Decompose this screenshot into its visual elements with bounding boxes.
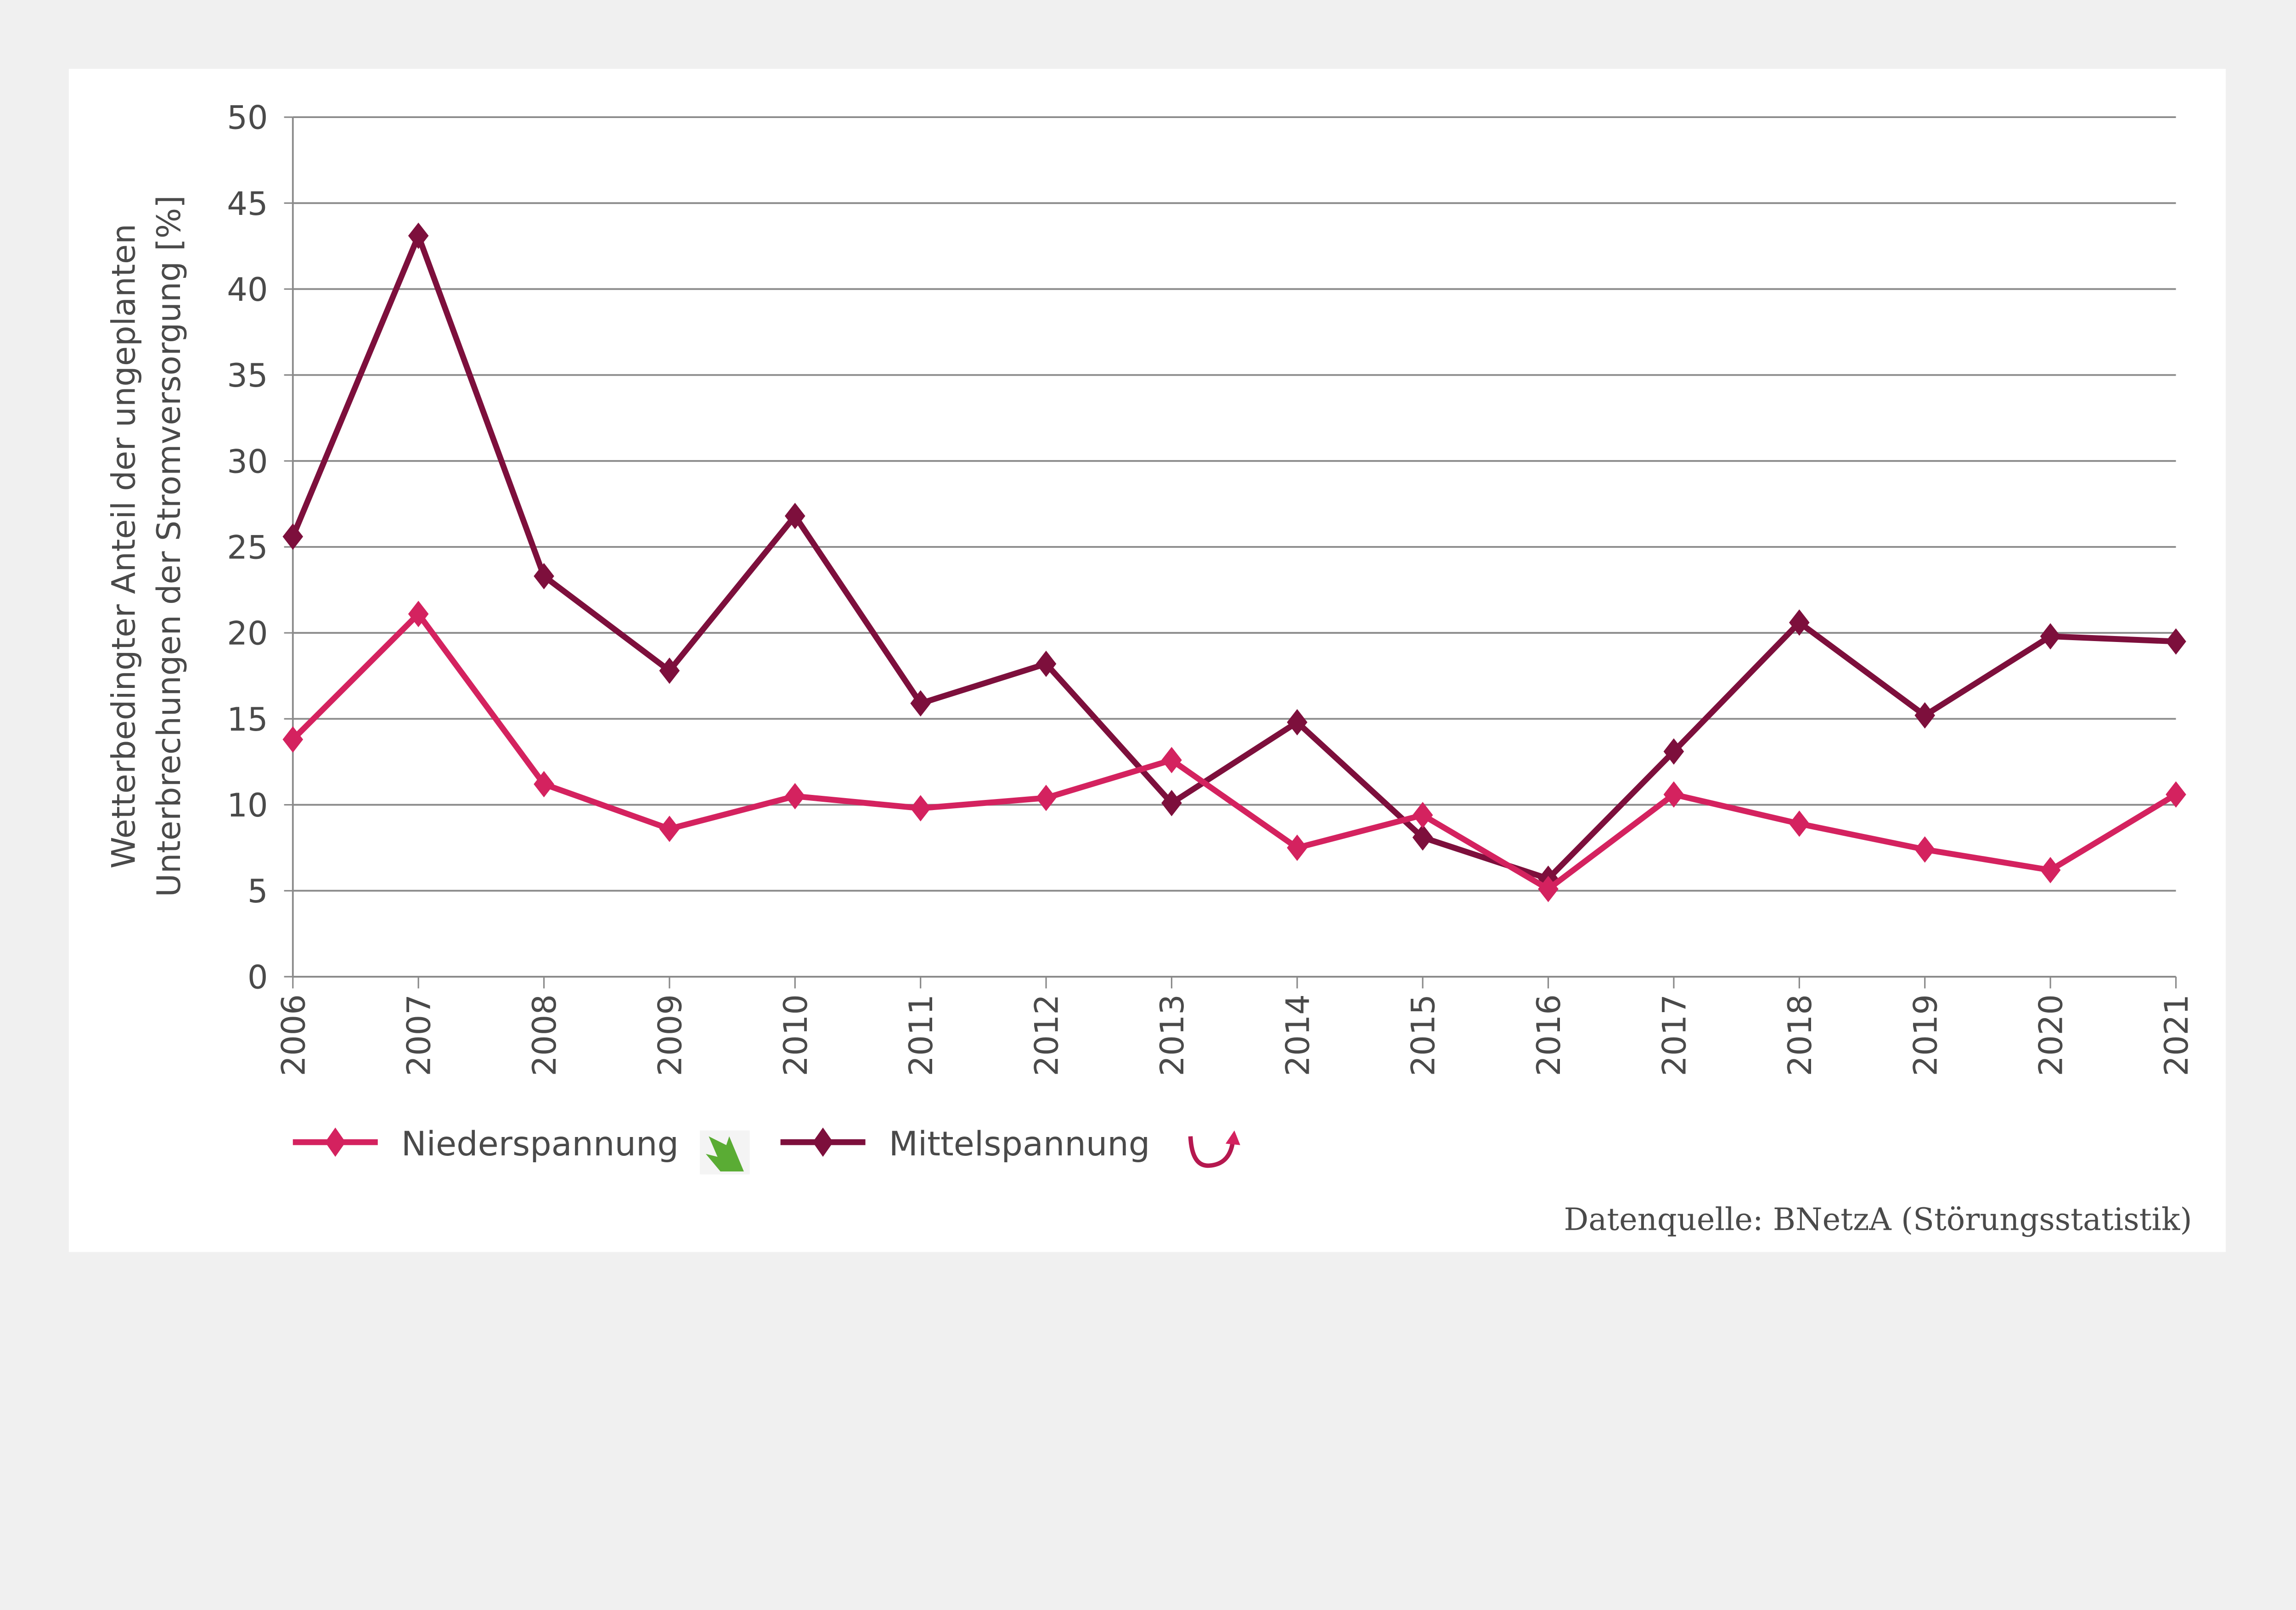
x-tick-label: 2014 <box>1279 994 1317 1076</box>
y-tick-label: 5 <box>248 873 268 910</box>
legend-marker-diamond <box>325 1127 346 1157</box>
chart-panel <box>68 68 2226 1252</box>
y-tick-label: 20 <box>227 615 268 653</box>
data-point <box>1287 709 1308 736</box>
legend-label: Mittelspannung <box>889 1125 1150 1164</box>
y-tick-label: 10 <box>227 787 268 824</box>
y-tick-label: 50 <box>227 99 268 137</box>
y-tick-label: 45 <box>227 185 268 223</box>
data-point <box>282 726 304 753</box>
y-axis-title: Wetterbedingter Anteil der ungeplanten U… <box>105 195 188 897</box>
u-turn-arrow-icon <box>1188 1130 1240 1168</box>
x-tick-label: 2008 <box>526 994 563 1076</box>
data-point <box>1412 824 1433 851</box>
x-tick-label: 2020 <box>2032 994 2070 1076</box>
data-point <box>1412 802 1433 828</box>
x-tick-label: 2018 <box>1781 994 1819 1076</box>
x-tick-label: 2015 <box>1405 994 1442 1076</box>
green-down-arrow-icon <box>700 1130 750 1175</box>
series-line <box>290 233 2176 882</box>
x-tick-label: 2017 <box>1655 994 1693 1076</box>
data-point <box>1789 811 1810 837</box>
legend-label: Niederspannung <box>401 1125 679 1164</box>
legend-item-mittelspannung: Mittelspannung <box>780 1125 1240 1168</box>
data-point <box>1663 781 1684 808</box>
y-axis-title-line-2: Unterbrechungen der Stromversorgung [%] <box>150 195 188 897</box>
data-point <box>1663 738 1684 765</box>
data-point <box>1914 836 1936 863</box>
series-line <box>291 611 2178 892</box>
legend-item-niederspannung: Niederspannung <box>293 1125 750 1175</box>
data-point <box>1538 876 1559 902</box>
data-point <box>910 690 931 717</box>
y-tick-label: 25 <box>227 529 268 567</box>
y-tick-label: 0 <box>248 958 268 996</box>
data-point <box>784 502 805 529</box>
chart: 0 5 10 15 20 25 30 35 40 45 50 2006 2007 2008 2009 201… <box>68 68 2226 1252</box>
y-tick-label: 35 <box>227 357 268 394</box>
x-tick-label: 2019 <box>1907 994 1944 1076</box>
data-point <box>784 783 805 810</box>
y-tick-label: 15 <box>227 701 268 738</box>
legend: Niederspannung Mittelspannung <box>293 1125 1240 1175</box>
x-tick-label: 2006 <box>275 994 312 1076</box>
x-tick-label: 2010 <box>777 994 815 1076</box>
data-point <box>534 771 554 798</box>
data-point <box>659 816 680 842</box>
y-tick-labels: 0 5 10 15 20 25 30 35 40 45 50 <box>227 99 268 996</box>
data-point <box>910 795 931 822</box>
series-lines <box>282 222 2186 902</box>
y-tick-label: 40 <box>227 271 268 309</box>
x-tick-label: 2013 <box>1154 994 1191 1076</box>
x-tick-label: 2009 <box>651 994 689 1076</box>
x-tick-label: 2011 <box>902 994 940 1076</box>
series-mittelspannung <box>282 222 2186 892</box>
x-tick-label: 2021 <box>2158 994 2195 1076</box>
data-point <box>1287 834 1308 861</box>
x-tick-label: 2016 <box>1530 994 1568 1076</box>
y-tick-label: 30 <box>227 443 268 480</box>
x-tick-labels: 2006 2007 2008 2009 2010 2011 2012 2013 2014 2015… <box>275 994 2195 1076</box>
data-source-note: Datenquelle: BNetzA (Störungsstatistik) <box>1564 1202 2192 1238</box>
x-tick-label: 2012 <box>1028 994 1066 1076</box>
legend-marker-diamond <box>812 1127 833 1157</box>
data-point <box>2166 781 2186 808</box>
y-axis-title-line-1: Wetterbedingter Anteil der ungeplanten <box>105 224 142 868</box>
x-tick-label: 2007 <box>400 994 438 1076</box>
